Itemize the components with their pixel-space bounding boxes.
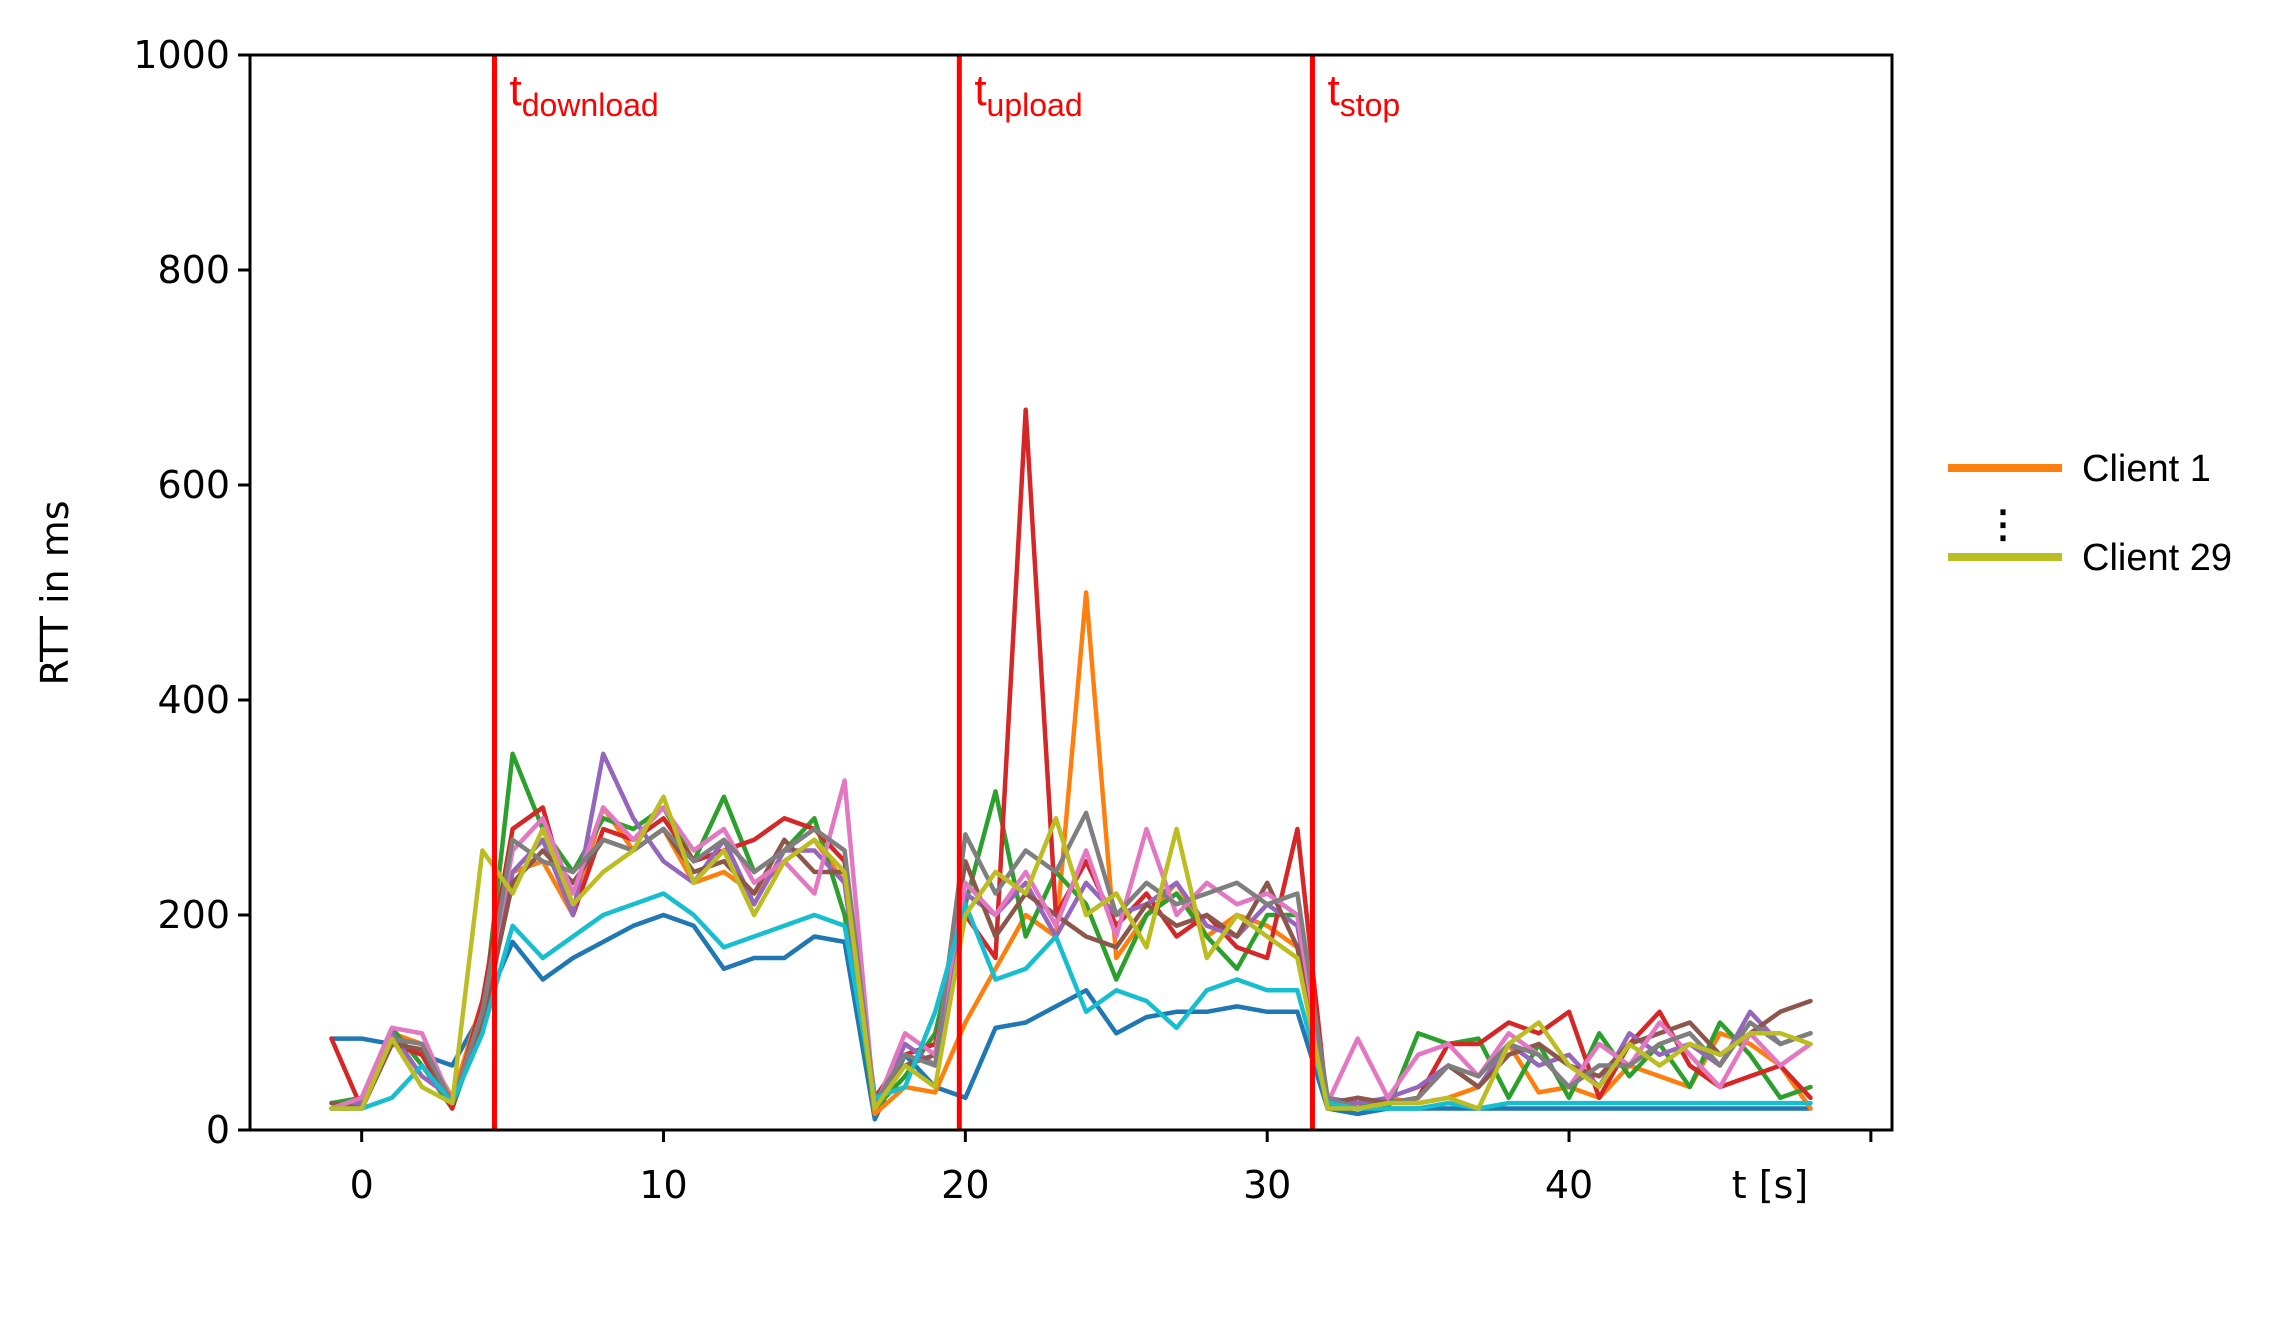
x-tick-label: 10	[639, 1163, 687, 1207]
y-axis-label: RTT in ms	[33, 500, 77, 685]
y-tick-label: 400	[157, 678, 230, 722]
x-tick-label: 30	[1243, 1163, 1291, 1207]
marker-label-download: tdownload	[509, 66, 658, 123]
x-tick-label: 0	[350, 1163, 374, 1207]
legend-label-client-1: Client 1	[2082, 448, 2211, 490]
axis-ticks: 0 200 400 600 800 1000 0 10 20 30 40	[133, 33, 1873, 1207]
y-tick-label: 1000	[133, 33, 230, 77]
series-line-1	[329, 912, 1813, 1122]
marker-label-stop: tstop	[1327, 66, 1400, 123]
legend-ellipsis: ⋮	[1984, 504, 2022, 546]
series-line-8	[329, 810, 1813, 1111]
y-tick-label: 200	[157, 893, 230, 937]
series-line-7	[329, 778, 1813, 1111]
y-tick-label: 0	[206, 1108, 230, 1152]
series-layer	[329, 407, 1813, 1122]
y-tick-label: 600	[157, 463, 230, 507]
legend: Client 1 ⋮ Client 29	[1948, 448, 2232, 579]
series-line-10	[329, 794, 1813, 1111]
legend-label-client-29: Client 29	[2082, 537, 2232, 579]
plot-frame	[248, 53, 1894, 1132]
x-tick-label: 40	[1545, 1163, 1593, 1207]
x-axis-label: t [s]	[1732, 1163, 1808, 1207]
series-line-9	[329, 891, 1813, 1111]
x-tick-label: 20	[941, 1163, 989, 1207]
marker-label-upload: tupload	[974, 66, 1082, 123]
y-tick-label: 800	[157, 248, 230, 292]
